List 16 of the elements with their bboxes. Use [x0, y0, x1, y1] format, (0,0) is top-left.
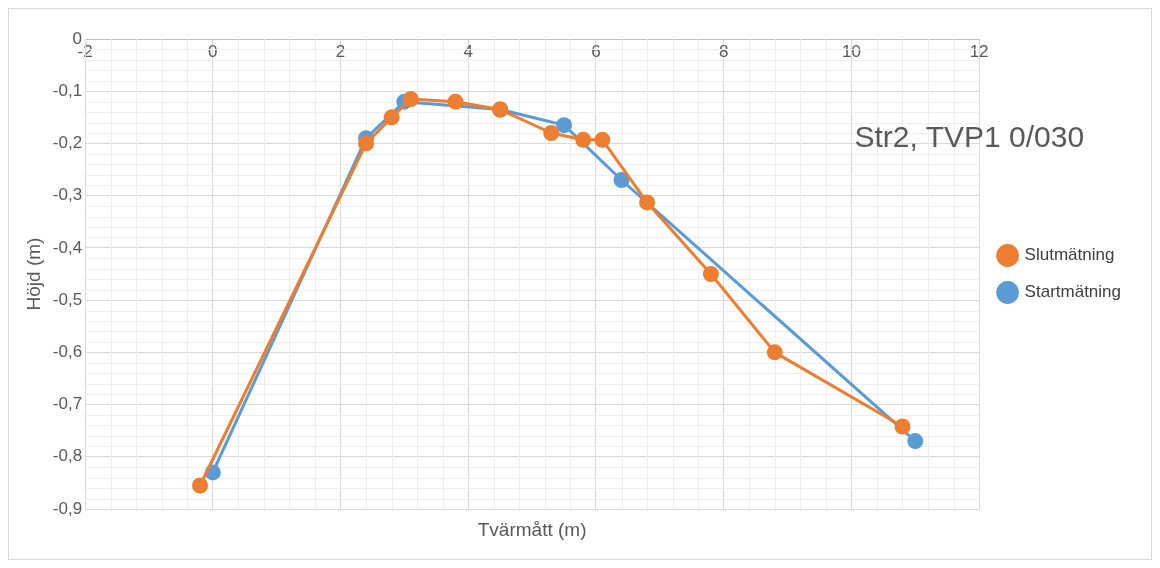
y-axis-title: Höjd (m): [22, 237, 44, 311]
y-tick-label: -0,6: [52, 342, 83, 362]
annotation: Str2, TVP1 0/030: [854, 120, 1085, 154]
x-axis-title: Tvärmått (m): [477, 518, 587, 540]
y-tick-label: -0,4: [52, 237, 83, 257]
y-tick-label: -0,5: [52, 289, 83, 309]
y-tick-label: -0,8: [52, 446, 83, 466]
y-tick-label: -0,7: [52, 394, 83, 414]
y-tick-label: -0,3: [52, 185, 83, 205]
y-tick-label: -0,9: [52, 498, 83, 518]
y-tick-label: -0,2: [52, 133, 83, 153]
y-tick-label: -0,1: [52, 80, 83, 100]
y-tick-label: 0: [72, 28, 83, 48]
legend-label: Startmätning: [1024, 282, 1122, 302]
legend-label: Slutmätning: [1024, 245, 1115, 265]
x-tick-label: 12: [969, 41, 989, 61]
